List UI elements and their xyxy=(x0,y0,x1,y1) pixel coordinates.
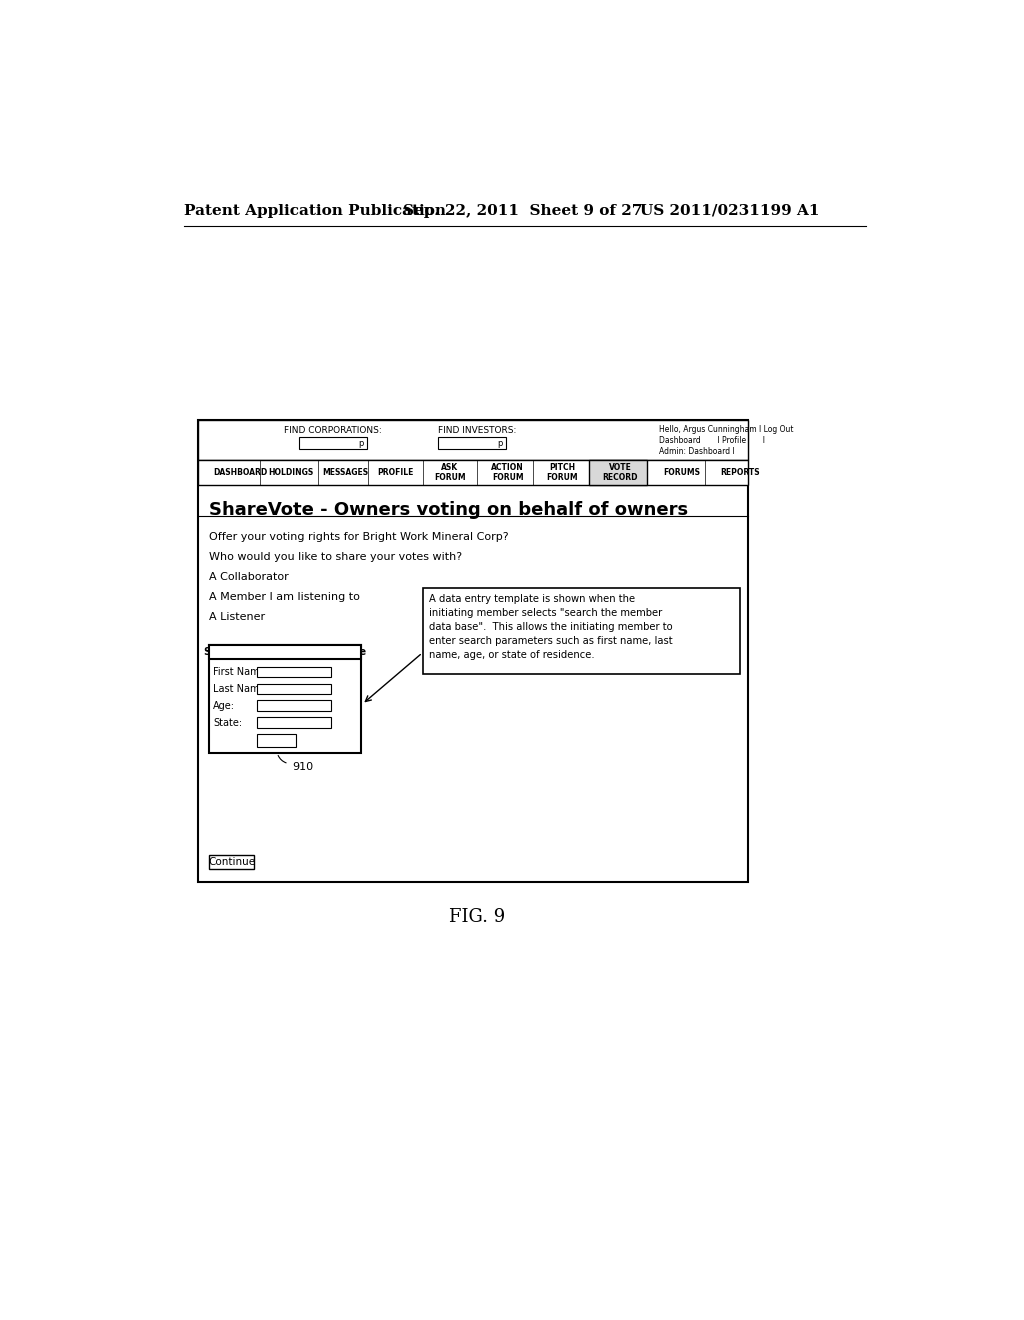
Text: REPORTS: REPORTS xyxy=(721,469,760,477)
Text: FIND INVESTORS:: FIND INVESTORS: xyxy=(437,426,516,436)
Text: Search the member database: Search the member database xyxy=(204,647,366,657)
Text: PITCH: PITCH xyxy=(549,463,575,473)
Text: Continue: Continue xyxy=(208,857,255,867)
Text: Who would you like to share your votes with?: Who would you like to share your votes w… xyxy=(209,552,463,562)
Text: A data entry template is shown when the
initiating member selects "search the me: A data entry template is shown when the … xyxy=(429,594,673,660)
Text: VOTE: VOTE xyxy=(608,463,632,473)
Bar xyxy=(257,701,331,711)
Text: MESSAGES: MESSAGES xyxy=(322,469,368,477)
Bar xyxy=(209,645,360,659)
Text: Hello, Argus Cunningham I Log Out: Hello, Argus Cunningham I Log Out xyxy=(658,425,794,434)
Text: RECORD: RECORD xyxy=(602,473,638,482)
Text: HOLDINGS: HOLDINGS xyxy=(268,469,313,477)
Bar xyxy=(209,645,360,752)
Bar xyxy=(423,589,740,675)
Text: 910: 910 xyxy=(292,762,313,772)
Text: FORUM: FORUM xyxy=(546,473,578,482)
Text: FORUMS: FORUMS xyxy=(664,469,700,477)
Text: ↕: ↕ xyxy=(322,701,329,710)
Text: Unknown: Unknown xyxy=(263,718,305,727)
Text: Search: Search xyxy=(260,735,294,746)
Text: PROFILE: PROFILE xyxy=(377,469,414,477)
Bar xyxy=(209,855,254,869)
Text: Age:: Age: xyxy=(213,701,236,711)
Text: p: p xyxy=(357,438,364,447)
Text: Admin: Dashboard I: Admin: Dashboard I xyxy=(658,446,734,455)
Text: ASK: ASK xyxy=(441,463,458,473)
Text: Dashboard       I Profile       I: Dashboard I Profile I xyxy=(658,436,765,445)
Text: A Collaborator: A Collaborator xyxy=(209,573,289,582)
Bar xyxy=(438,437,506,449)
Text: ----: ---- xyxy=(273,701,286,710)
Bar xyxy=(589,461,647,484)
Text: FIND CORPORATIONS:: FIND CORPORATIONS: xyxy=(285,426,382,436)
Text: State:: State: xyxy=(213,718,243,727)
Bar xyxy=(257,684,331,694)
Bar xyxy=(257,718,331,729)
Text: Last Name:: Last Name: xyxy=(213,684,269,694)
Text: A Listener: A Listener xyxy=(209,612,265,622)
Bar xyxy=(257,734,296,747)
Text: FORUM: FORUM xyxy=(492,473,523,482)
Bar xyxy=(198,461,748,484)
Text: Offer your voting rights for Bright Work Mineral Corp?: Offer your voting rights for Bright Work… xyxy=(209,532,509,543)
Text: ↕: ↕ xyxy=(322,718,329,727)
Bar xyxy=(299,437,367,449)
Text: US 2011/0231199 A1: US 2011/0231199 A1 xyxy=(640,203,819,218)
Text: Sep. 22, 2011  Sheet 9 of 27: Sep. 22, 2011 Sheet 9 of 27 xyxy=(403,203,642,218)
Text: First Name:: First Name: xyxy=(213,667,269,677)
Text: ShareVote - Owners voting on behalf of owners: ShareVote - Owners voting on behalf of o… xyxy=(209,500,688,519)
Text: Patent Application Publication: Patent Application Publication xyxy=(183,203,445,218)
Text: DASHBOARD: DASHBOARD xyxy=(213,469,267,477)
Text: A Member I am listening to: A Member I am listening to xyxy=(209,593,360,602)
Text: ACTION: ACTION xyxy=(492,463,524,473)
Text: p: p xyxy=(498,438,503,447)
Bar xyxy=(198,420,748,461)
Bar xyxy=(257,667,331,677)
Text: FIG. 9: FIG. 9 xyxy=(449,908,505,925)
Text: FORUM: FORUM xyxy=(434,473,466,482)
Bar xyxy=(198,420,748,882)
